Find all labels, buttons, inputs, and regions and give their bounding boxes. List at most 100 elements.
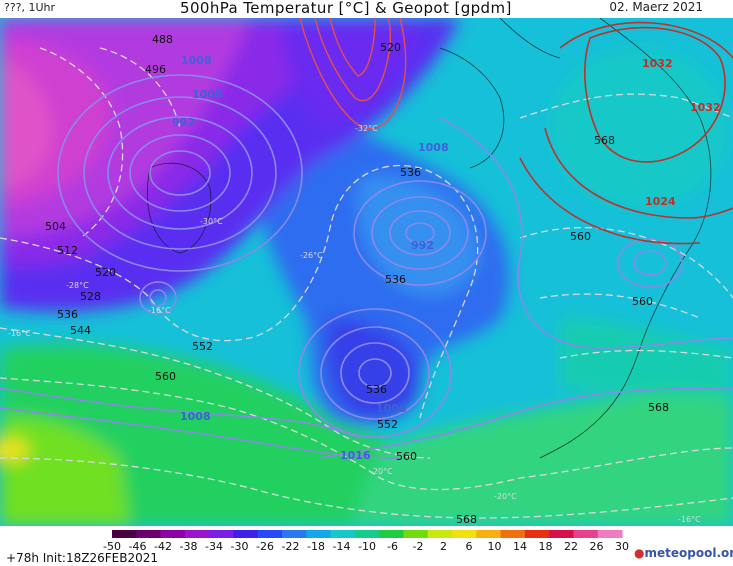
cold-core-contours (299, 18, 407, 129)
legend-swatch (136, 530, 162, 538)
field-lime (0, 417, 130, 526)
legend-tick-label: -42 (154, 540, 172, 552)
geopot-label-560: 560 (155, 370, 176, 383)
geopot-label-552: 552 (192, 340, 213, 353)
legend-swatch (500, 530, 526, 538)
brand-logo: ●meteopool.org (634, 546, 733, 560)
legend-tick-label: 14 (513, 540, 527, 552)
pressure-label-1008-b: 1008 (192, 88, 223, 101)
geopot-label-568-e: 568 (648, 401, 669, 414)
temperature-geopotential-map: 488 496 504 512 520 528 536 544 552 560 … (0, 18, 733, 526)
legend-tick-label: -18 (307, 540, 325, 552)
pressure-label-1032-a: 1032 (642, 57, 673, 70)
temp-label-e: -16°C (678, 515, 701, 524)
legend-swatch (160, 530, 186, 538)
temp-label-w: -16°C (8, 329, 31, 338)
geopot-label-536-c: 536 (366, 383, 387, 396)
legend-tick-label: 22 (564, 540, 578, 552)
geopot-label-536-a: 536 (400, 166, 421, 179)
legend-tick-label: -2 (413, 540, 424, 552)
header-bar: ???, 1Uhr 500hPa Temperatur [°C] & Geopo… (0, 0, 733, 18)
legend-swatch (524, 530, 550, 538)
field-yellow-spot (0, 438, 30, 462)
geopot-label-504: 504 (45, 220, 66, 233)
legend-tick-label: -50 (103, 540, 121, 552)
legend-tick-label: -34 (205, 540, 223, 552)
temp-label-c: -16°C (148, 306, 171, 315)
footer-bar: -50 -46 -42 -38 -34 -30 -26 -22 -18 -14 -10 -6 -2 2 6 1… (0, 526, 733, 566)
legend-tick-label: -46 (129, 540, 147, 552)
legend-swatch (330, 530, 356, 538)
legend-tick-label: 18 (539, 540, 553, 552)
field-cold-core (280, 18, 420, 128)
pressure-label-1016: 1016 (340, 449, 371, 462)
legend-swatch (112, 530, 137, 538)
legend-swatch (403, 530, 429, 538)
valid-date: 02. Maerz 2021 (609, 0, 703, 14)
legend-swatch (257, 530, 283, 538)
pressure-label-992: 992 (172, 116, 195, 129)
color-legend: -50 -46 -42 -38 -34 -30 -26 -22 -18 -14 -10 -6 -2 2 6 1… (103, 530, 629, 552)
location-time-label: ???, 1Uhr (4, 1, 56, 14)
legend-swatch (549, 530, 574, 538)
legend-swatch (427, 530, 453, 538)
geopot-label-560-b: 560 (396, 450, 417, 463)
legend-tick-label: -22 (282, 540, 300, 552)
legend-swatch (233, 530, 259, 538)
pressure-label-1032-b: 1032 (690, 101, 721, 114)
pressure-label-992-b: 992 (411, 239, 434, 252)
field-pink (0, 58, 52, 188)
legend-swatch (476, 530, 502, 538)
temp-label-n: -30°C (200, 217, 223, 226)
geopot-label-520-north: 520 (380, 41, 401, 54)
geopot-label-528: 528 (80, 290, 101, 303)
legend-swatch (379, 530, 404, 538)
geopot-label-568-s: 568 (456, 513, 477, 526)
legend-tick-label: -10 (358, 540, 376, 552)
legend-swatch (452, 530, 477, 538)
pressure-label-1008-a: 1008 (181, 54, 212, 67)
geopotential-contours (0, 47, 733, 519)
field-blue-low (326, 318, 420, 420)
legend-tick-label: -30 (231, 540, 249, 552)
temp-label-s: -20°C (370, 467, 393, 476)
legend-swatch (184, 530, 210, 538)
geopot-label-488: 488 (152, 33, 173, 46)
geopot-label-560-d: 560 (632, 295, 653, 308)
geopot-label-560-c: 560 (570, 230, 591, 243)
legend-tick-label: -14 (333, 540, 351, 552)
temp-label-se: -20°C (494, 492, 517, 501)
legend-tick-label: 10 (488, 540, 502, 552)
high-isobars (519, 21, 733, 245)
temp-label-nw: -28°C (66, 281, 89, 290)
legend-tick-label: 30 (615, 540, 629, 552)
legend-tick-label: -6 (387, 540, 398, 552)
coastlines (146, 18, 712, 459)
geopot-label-544: 544 (70, 324, 91, 337)
geopot-label-536-b: 536 (385, 273, 406, 286)
legend-swatch (282, 530, 307, 538)
geopot-label-552-b: 552 (377, 418, 398, 431)
temp-label-core: -32°C (355, 124, 378, 133)
brand-dot-icon: ● (634, 546, 645, 560)
init-time-label: +78h Init:18Z26FEB2021 (6, 551, 158, 565)
legend-tick-label: -38 (180, 540, 198, 552)
map-title: 500hPa Temperatur [°C] & Geopot [gpdm] (180, 0, 512, 17)
geopot-label-520: 520 (95, 266, 116, 279)
geopot-label-568-ne: 568 (594, 134, 615, 147)
temp-label-mid: -26°C (300, 251, 323, 260)
pressure-label-1024: 1024 (645, 195, 676, 208)
legend-swatch (306, 530, 332, 538)
geopot-label-496: 496 (145, 63, 166, 76)
pressure-label-1008-e: 1008 (376, 402, 407, 415)
geopot-label-512: 512 (57, 244, 78, 257)
legend-tick-label: 2 (440, 540, 447, 552)
pressure-label-1008-d: 1008 (180, 410, 211, 423)
brand-prefix: meteo (644, 546, 688, 560)
legend-swatch (209, 530, 234, 538)
geopot-label-536: 536 (57, 308, 78, 321)
field-cyan-ne (550, 48, 730, 208)
legend-tick-label: 6 (466, 540, 473, 552)
brand-suffix: pool.org (687, 546, 733, 560)
